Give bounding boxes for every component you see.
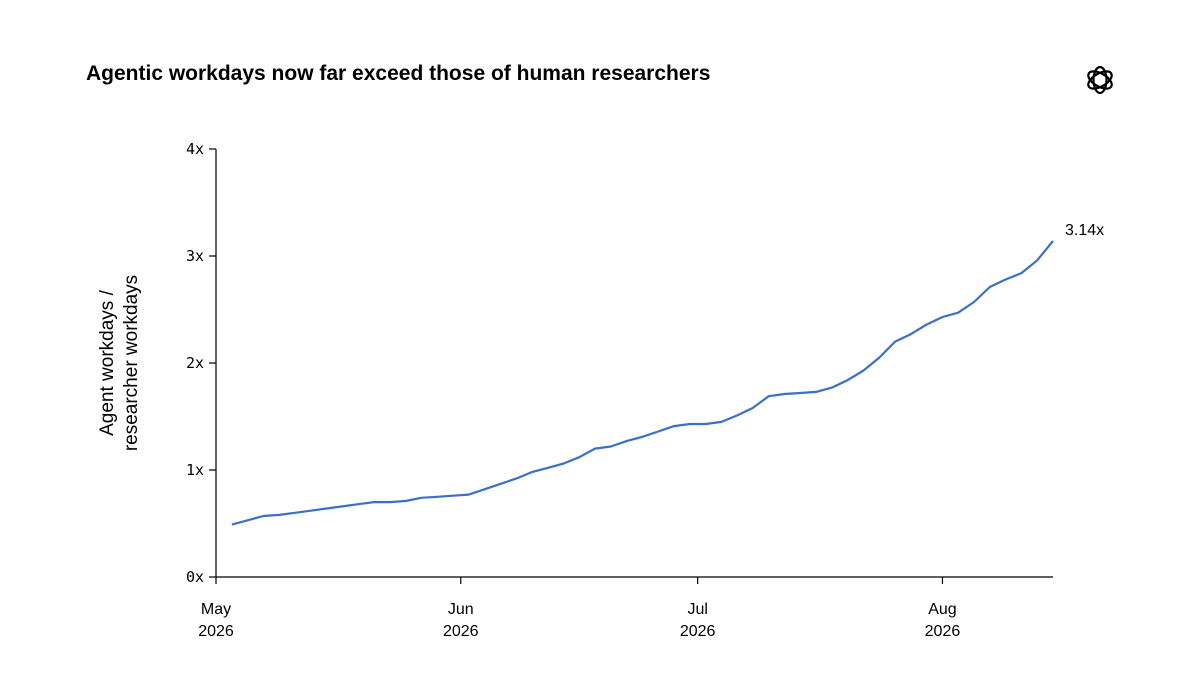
y-tick-label: 0x [186, 568, 204, 586]
openai-logo-icon [1087, 65, 1113, 95]
y-axis-label-line-2: researcher workdays [121, 275, 142, 451]
y-tick-label: 2x [186, 354, 204, 372]
y-axis-label-line-1: Agent workdays / [97, 289, 118, 435]
end-value-label: 3.14x [1065, 222, 1104, 239]
x-tick-label-month: May [201, 601, 231, 618]
x-tick-label-year: 2026 [198, 623, 234, 640]
x-tick-label-month: Aug [928, 601, 956, 618]
x-tick-label-year: 2026 [925, 623, 961, 640]
y-tick-label: 4x [186, 140, 204, 158]
x-tick-label-month: Jun [448, 601, 474, 618]
y-axis: 0x 1x 2x 3x 4x [186, 140, 217, 586]
chart-title: Agentic workdays now far exceed those of… [86, 62, 711, 85]
x-tick-label-year: 2026 [680, 623, 716, 640]
x-tick-label-month: Jul [687, 601, 707, 618]
y-tick-label: 1x [186, 461, 204, 479]
series-line [231, 240, 1054, 526]
x-tick-label-year: 2026 [443, 623, 479, 640]
y-tick-label: 3x [186, 247, 204, 265]
x-axis: May 2026 Jun 2026 Jul 2026 Aug 2026 [198, 576, 1053, 640]
